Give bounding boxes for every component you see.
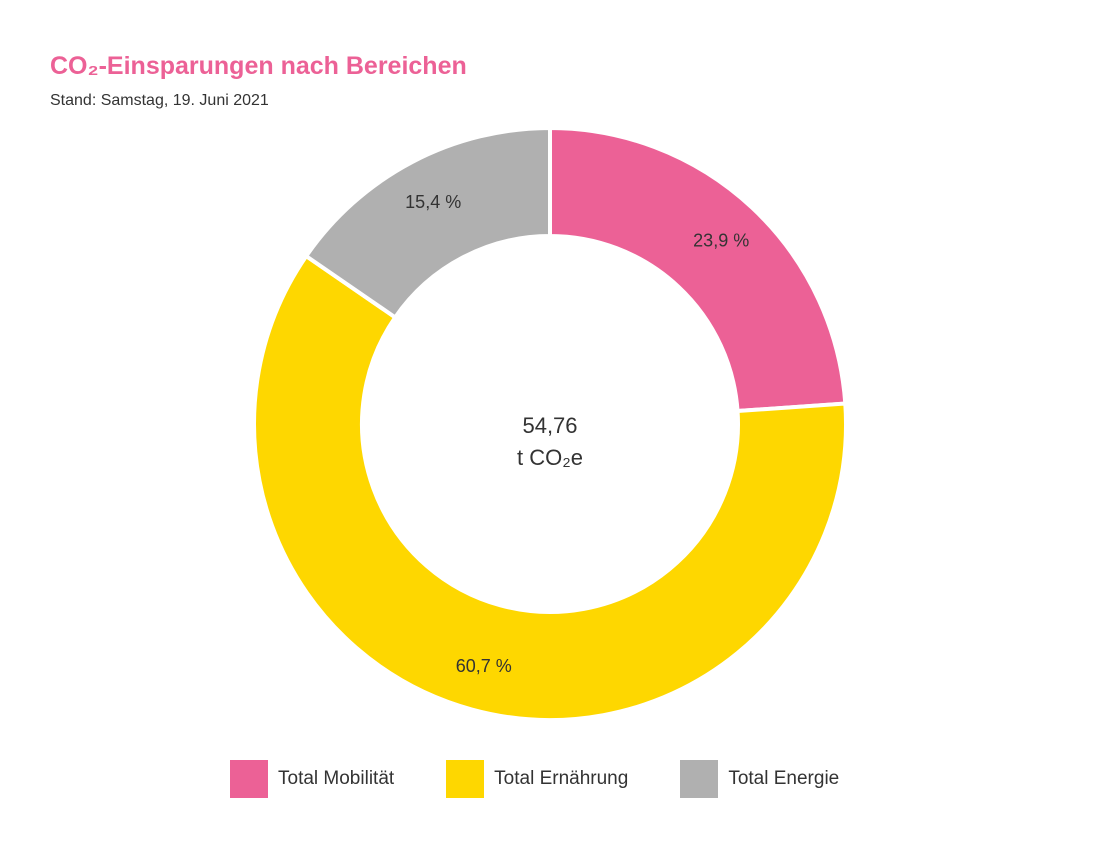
donut-slice-ernaehrung[interactable] <box>252 253 848 722</box>
donut-slice-labels: 23,9 % 60,7 % 15,4 % <box>405 192 749 676</box>
legend-label-ernaehrung: Total Ernährung <box>494 768 629 789</box>
legend: Total Mobilität Total Ernährung Total En… <box>230 759 891 799</box>
center-total-value: 54,76 <box>522 413 577 438</box>
slice-label-ernaehrung: 60,7 % <box>456 656 512 676</box>
legend-item-energie[interactable]: Total Energie <box>680 760 839 798</box>
center-total-unit: t CO₂e <box>517 445 583 470</box>
legend-label-mobilitaet: Total Mobilität <box>278 768 395 789</box>
legend-item-mobilitaet[interactable]: Total Mobilität <box>230 760 394 798</box>
legend-label-energie: Total Energie <box>728 768 840 789</box>
chart-title: CO₂-Einsparungen nach Bereichen <box>50 52 467 80</box>
donut-slices <box>252 125 848 722</box>
legend-swatch-energie <box>680 760 719 798</box>
donut-slice-mobilitaet[interactable] <box>548 125 848 414</box>
slice-label-mobilitaet: 23,9 % <box>693 231 749 251</box>
chart-subtitle: Stand: Samstag, 19. Juni 2021 <box>50 92 269 109</box>
legend-swatch-ernaehrung <box>446 760 485 798</box>
legend-swatch-mobilitaet <box>230 760 268 798</box>
legend-item-ernaehrung[interactable]: Total Ernährung <box>446 760 628 798</box>
slice-label-energie: 15,4 % <box>405 192 461 212</box>
donut-slice-energie[interactable] <box>303 125 552 321</box>
